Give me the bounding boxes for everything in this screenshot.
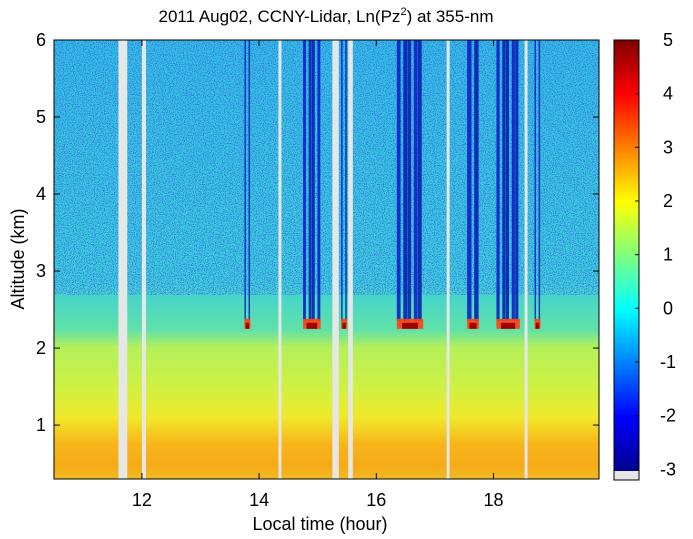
cloud-base-core bbox=[501, 322, 516, 329]
x-axis: 12 14 16 18 bbox=[132, 40, 504, 510]
cloud-base-core bbox=[342, 322, 346, 329]
colorbar: -3 -2 -1 0 1 2 3 4 5 bbox=[613, 30, 676, 481]
data-gap bbox=[278, 40, 282, 479]
cloud-shadow-streak bbox=[308, 40, 312, 321]
data-gap bbox=[141, 40, 147, 479]
cloud-shadow-streak bbox=[317, 40, 321, 321]
data-gap bbox=[332, 40, 339, 479]
cloud-shadow-streak bbox=[303, 40, 306, 321]
cloud-shadow-streak bbox=[515, 40, 519, 321]
y-tick-label: 1 bbox=[36, 415, 46, 435]
cloud-shadow-streak bbox=[413, 40, 418, 321]
cloud-shadow-streak bbox=[505, 40, 510, 321]
cloud-base-core bbox=[535, 322, 540, 329]
colorbar-tick-label: -1 bbox=[660, 352, 676, 372]
x-tick-label: 14 bbox=[249, 490, 269, 510]
cloud-shadow-streak bbox=[534, 40, 536, 321]
cloud-shadow-streak bbox=[474, 40, 479, 321]
y-tick-label: 5 bbox=[36, 107, 46, 127]
cloud-shadow-streak bbox=[244, 40, 246, 321]
cloud-shadow-streak bbox=[417, 40, 422, 321]
y-axis-label: Altitude (km) bbox=[8, 208, 28, 309]
x-tick-label: 16 bbox=[366, 490, 386, 510]
y-axis: 1 2 3 4 5 6 bbox=[36, 30, 599, 435]
y-tick-label: 2 bbox=[36, 338, 46, 358]
colorbar-missing-swatch bbox=[614, 471, 639, 480]
cloud-columns bbox=[244, 40, 541, 329]
x-tick-label: 12 bbox=[132, 490, 152, 510]
cloud-shadow-streak bbox=[511, 40, 515, 321]
x-tick-label: 18 bbox=[484, 490, 504, 510]
cloud-shadow-streak bbox=[248, 40, 251, 321]
plot-frame bbox=[53, 39, 600, 480]
data-gaps bbox=[118, 40, 528, 479]
data-gap bbox=[118, 40, 128, 479]
cloud-shadow-streak bbox=[311, 40, 315, 321]
colorbar-tick-label: 5 bbox=[663, 30, 673, 50]
cloud-shadow-streak bbox=[538, 40, 541, 321]
cloud-base-core bbox=[402, 322, 418, 329]
data-gap bbox=[446, 40, 450, 479]
data-gap bbox=[348, 40, 353, 479]
cloud-shadow-streak bbox=[341, 40, 343, 321]
cloud-shadow-streak bbox=[403, 40, 408, 321]
colorbar-tick-label: 3 bbox=[663, 137, 673, 157]
y-tick-label: 4 bbox=[36, 184, 46, 204]
colorbar-frame bbox=[613, 39, 640, 481]
colorbar-tick-label: -3 bbox=[660, 459, 676, 479]
colorbar-gradient bbox=[614, 40, 639, 471]
colorbar-tick-label: 1 bbox=[663, 245, 673, 265]
colorbar-ticks: -3 -2 -1 0 1 2 3 4 5 bbox=[635, 30, 676, 479]
cloud-base-core bbox=[245, 322, 250, 329]
colorbar-tick-label: 0 bbox=[663, 298, 673, 318]
colorbar-tick-label: -2 bbox=[660, 406, 676, 426]
cloud-shadow-streak bbox=[496, 40, 500, 321]
chart-title: 2011 Aug02, CCNY-Lidar, Ln(Pz2) at 355-n… bbox=[159, 6, 494, 26]
colorbar-tick-label: 2 bbox=[663, 191, 673, 211]
plot-area bbox=[54, 40, 599, 479]
cloud-shadow-streak bbox=[502, 40, 506, 321]
y-tick-label: 3 bbox=[36, 261, 46, 281]
cloud-shadow-streak bbox=[407, 40, 412, 321]
colorbar-tick-label: 4 bbox=[663, 84, 673, 104]
cloud-base-core bbox=[469, 322, 477, 329]
x-axis-label: Local time (hour) bbox=[252, 514, 387, 534]
cloud-base-core bbox=[306, 322, 318, 329]
data-gap bbox=[524, 40, 528, 479]
cloud-shadow-streak bbox=[396, 40, 401, 321]
y-tick-label: 6 bbox=[36, 30, 46, 50]
cloud-shadow-streak bbox=[467, 40, 472, 321]
cloud-shadow-streak bbox=[345, 40, 347, 321]
